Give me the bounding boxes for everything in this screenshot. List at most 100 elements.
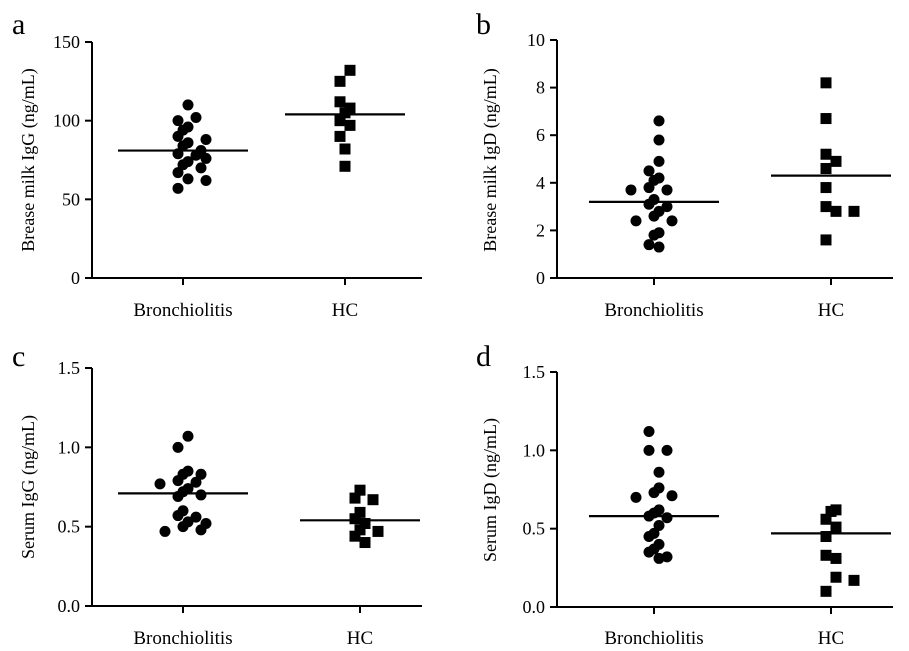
data-point-b-0-6 (643, 182, 655, 194)
data-point-d-0-11 (661, 512, 673, 524)
data-point-b-0-11 (661, 201, 673, 213)
y-tick-label-c-0: 0.0 (58, 596, 81, 616)
y-tick-label-d-0: 0.0 (523, 597, 546, 617)
y-tick-label-a-0: 0 (71, 268, 80, 288)
data-point-b-0-15 (630, 215, 642, 227)
data-point-b-1-6 (820, 201, 832, 213)
data-point-c-0-18 (195, 524, 207, 536)
data-point-a-1-2 (334, 96, 346, 108)
y-tick-label-c-2: 1.0 (58, 437, 81, 457)
y-tick-label-d-3: 1.5 (523, 362, 546, 382)
data-point-d-0-1 (643, 444, 655, 456)
data-point-d-0-6 (666, 490, 678, 502)
data-point-c-1-4 (349, 513, 361, 525)
data-point-c-0-14 (190, 511, 202, 523)
data-point-b-0-19 (653, 241, 665, 253)
data-point-d-1-3 (830, 521, 842, 533)
data-point-d-0-3 (653, 466, 665, 478)
data-point-c-0-19 (159, 525, 171, 537)
panel-letter-b: b (476, 8, 491, 41)
data-point-b-0-0 (653, 115, 665, 127)
data-point-a-0-14 (195, 162, 207, 174)
y-tick-label-b-0: 0 (536, 268, 545, 288)
data-point-d-0-14 (643, 531, 655, 542)
data-point-a-0-1 (172, 115, 184, 127)
data-point-a-0-15 (172, 167, 184, 179)
data-point-a-0-16 (182, 173, 194, 185)
data-point-d-0-12 (653, 520, 665, 532)
data-point-c-1-1 (349, 492, 361, 504)
panel-letter-a: a (12, 8, 25, 41)
data-point-d-1-7 (830, 571, 842, 583)
data-point-c-0-1 (172, 441, 184, 453)
data-point-a-0-7 (200, 134, 212, 146)
data-point-a-1-1 (334, 75, 346, 87)
y-tick-label-b-2: 4 (536, 173, 545, 193)
data-point-b-1-9 (820, 234, 832, 246)
data-point-d-0-0 (643, 426, 655, 438)
data-point-c-1-3 (354, 506, 366, 518)
data-point-b-0-14 (666, 215, 678, 227)
data-point-a-1-8 (339, 143, 351, 155)
data-point-b-1-5 (820, 182, 832, 194)
data-point-b-1-1 (820, 113, 832, 125)
x-category-label-c-1: HC (347, 628, 373, 649)
data-point-a-0-19 (200, 152, 212, 164)
data-point-d-0-17 (643, 546, 655, 558)
data-point-d-1-4 (820, 531, 832, 542)
data-point-c-1-7 (372, 525, 384, 537)
data-point-b-1-4 (820, 163, 832, 175)
data-point-d-1-2 (820, 513, 832, 525)
data-point-b-0-2 (653, 155, 665, 167)
data-point-c-0-5 (172, 475, 184, 487)
y-tick-label-b-1: 2 (536, 220, 545, 240)
data-point-c-0-6 (190, 476, 202, 488)
y-tick-label-b-4: 8 (536, 78, 545, 98)
data-point-d-1-9 (820, 585, 832, 597)
data-point-b-1-7 (830, 205, 842, 217)
y-tick-label-c-1: 0.5 (58, 517, 81, 537)
data-point-d-1-5 (820, 549, 832, 561)
data-point-c-0-10 (195, 489, 207, 501)
y-tick-label-b-5: 10 (527, 30, 545, 50)
data-point-c-1-0 (354, 484, 366, 496)
data-point-c-1-6 (354, 524, 366, 536)
data-point-b-1-3 (830, 155, 842, 167)
data-point-c-1-5 (359, 517, 371, 529)
x-category-label-a-0: Bronchiolitis (133, 300, 232, 321)
data-point-a-1-4 (339, 107, 351, 119)
data-point-a-0-17 (200, 174, 212, 186)
y-tick-label-d-1: 0.5 (523, 519, 546, 539)
panel-letter-d: d (476, 340, 491, 373)
data-point-c-1-8 (349, 530, 361, 542)
data-point-c-0-4 (195, 468, 207, 480)
y-tick-label-b-3: 6 (536, 125, 545, 145)
data-point-a-0-18 (172, 182, 184, 194)
data-point-d-0-2 (661, 444, 673, 456)
data-point-d-1-8 (848, 574, 860, 586)
data-point-a-1-6 (344, 119, 356, 131)
data-point-b-1-0 (820, 77, 832, 89)
data-point-c-0-0 (182, 430, 194, 442)
data-point-a-0-5 (172, 130, 184, 142)
data-point-b-0-17 (648, 229, 660, 241)
x-category-label-b-1: HC (818, 300, 844, 321)
data-point-c-0-13 (172, 510, 184, 522)
data-point-b-0-3 (643, 165, 655, 177)
data-point-b-0-1 (653, 134, 665, 146)
data-point-b-0-10 (643, 198, 655, 210)
data-point-b-0-8 (625, 184, 637, 196)
data-point-c-1-9 (359, 537, 371, 549)
data-point-d-0-19 (653, 552, 665, 564)
y-tick-label-c-3: 1.5 (58, 358, 81, 378)
data-point-b-1-8 (848, 205, 860, 217)
y-tick-label-a-1: 50 (62, 189, 80, 209)
data-point-a-1-7 (334, 130, 346, 142)
data-point-b-0-18 (643, 239, 655, 251)
data-point-a-0-13 (177, 159, 189, 171)
x-category-label-d-0: Bronchiolitis (604, 628, 703, 649)
data-point-b-1-2 (820, 148, 832, 160)
data-point-b-0-7 (661, 184, 673, 196)
panel-letter-c: c (12, 340, 25, 373)
